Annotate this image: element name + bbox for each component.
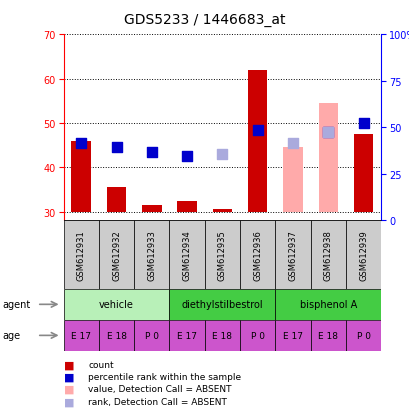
Text: percentile rank within the sample: percentile rank within the sample [88, 372, 240, 381]
Bar [247, 71, 267, 212]
Bar [134, 221, 169, 289]
Text: E 17: E 17 [71, 331, 91, 340]
Bar [177, 201, 196, 212]
Text: rank, Detection Call = ABSENT: rank, Detection Call = ABSENT [88, 397, 227, 406]
Text: P 0: P 0 [144, 331, 158, 340]
Bar [310, 221, 345, 289]
Text: agent: agent [2, 299, 30, 310]
Text: E 17: E 17 [282, 331, 302, 340]
Bar [275, 221, 310, 289]
Text: age: age [2, 330, 20, 341]
Text: GSM612939: GSM612939 [358, 230, 367, 280]
Text: GSM612934: GSM612934 [182, 230, 191, 280]
Bar [134, 320, 169, 351]
Point [360, 120, 366, 127]
Text: ■: ■ [63, 372, 74, 382]
Bar [106, 188, 126, 212]
Text: E 18: E 18 [212, 331, 232, 340]
Text: ■: ■ [63, 396, 74, 406]
Text: ■: ■ [63, 359, 74, 369]
Text: ■: ■ [63, 384, 74, 394]
Bar [283, 148, 302, 212]
Bar [310, 320, 345, 351]
Bar [99, 320, 134, 351]
Text: diethylstilbestrol: diethylstilbestrol [181, 299, 263, 310]
Text: GSM612931: GSM612931 [76, 230, 85, 280]
Bar [345, 221, 380, 289]
Point [148, 149, 155, 156]
Text: GSM612935: GSM612935 [218, 230, 226, 280]
Text: bisphenol A: bisphenol A [299, 299, 356, 310]
Point [113, 145, 119, 151]
Point [183, 154, 190, 160]
Bar [275, 289, 380, 320]
Bar [212, 210, 231, 212]
Text: value, Detection Call = ABSENT: value, Detection Call = ABSENT [88, 385, 231, 394]
Bar [275, 320, 310, 351]
Text: GSM612932: GSM612932 [112, 230, 121, 280]
Text: GSM612933: GSM612933 [147, 230, 156, 280]
Bar [204, 320, 240, 351]
Point [78, 140, 84, 147]
Bar [142, 205, 161, 212]
Point [289, 140, 296, 147]
Text: P 0: P 0 [250, 331, 264, 340]
Text: E 17: E 17 [177, 331, 197, 340]
Text: GDS5233 / 1446683_at: GDS5233 / 1446683_at [124, 13, 285, 27]
Bar [353, 135, 373, 212]
Text: GSM612938: GSM612938 [323, 230, 332, 280]
Bar [240, 320, 275, 351]
Text: GSM612937: GSM612937 [288, 230, 297, 280]
Point [324, 129, 331, 136]
Bar [169, 320, 204, 351]
Bar [99, 221, 134, 289]
Text: vehicle: vehicle [99, 299, 134, 310]
Point [254, 127, 261, 133]
Text: P 0: P 0 [356, 331, 370, 340]
Point [324, 129, 331, 136]
Text: GSM612936: GSM612936 [253, 230, 262, 280]
Bar [71, 141, 91, 212]
Bar [63, 221, 99, 289]
Bar [63, 289, 169, 320]
Bar [318, 104, 337, 212]
Bar [345, 320, 380, 351]
Bar [169, 289, 275, 320]
Text: count: count [88, 360, 114, 369]
Point [218, 151, 225, 158]
Text: E 18: E 18 [106, 331, 126, 340]
Bar [63, 320, 99, 351]
Bar [204, 221, 240, 289]
Text: E 18: E 18 [317, 331, 337, 340]
Bar [240, 221, 275, 289]
Bar [169, 221, 204, 289]
